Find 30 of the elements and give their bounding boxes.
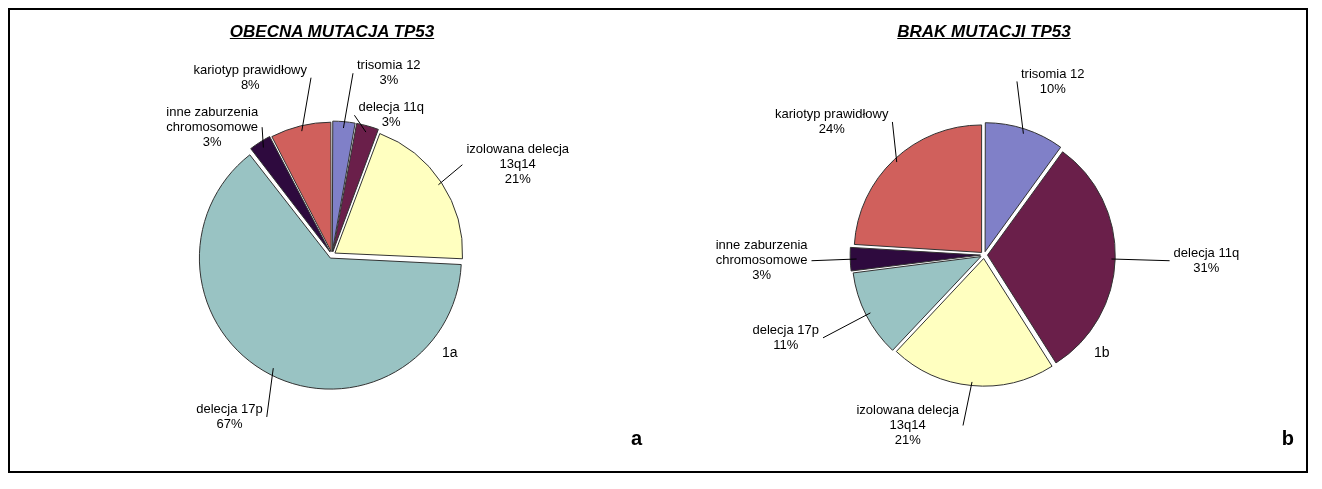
data-label: 3% <box>202 133 223 149</box>
data-label: 3% <box>752 267 772 283</box>
data-label: 67% <box>216 416 243 432</box>
data-label: 3% <box>381 114 402 130</box>
slice-label: inne zaburzenia chromosomowe <box>166 103 259 134</box>
slice-label: kariotyp prawidłowy <box>774 106 889 122</box>
chart-title: OBECNA MUTACJA TP53 <box>228 21 436 43</box>
slice-label: izolowana delecja 13q14 <box>856 402 960 433</box>
slice-label: trisomia 12 <box>1020 65 1085 81</box>
slice-label: delecja 11q <box>1173 244 1240 260</box>
slice-label: delecja 17p <box>196 401 263 417</box>
text: a <box>630 427 642 450</box>
data-label: 10% <box>1039 80 1067 96</box>
slice-label: izolowana delecja 13q14 <box>466 141 570 172</box>
data-label: 8% <box>240 76 261 92</box>
slice-label: delecja 11q <box>358 99 424 115</box>
text: 1b <box>1094 344 1110 360</box>
data-label: 31% <box>1193 259 1220 275</box>
slice-label: delecja 17p <box>752 321 819 337</box>
data-label: 21% <box>504 171 532 187</box>
data-label: 3% <box>379 72 399 88</box>
chart-title: BRAK MUTACJI TP53 <box>896 21 1072 43</box>
data-label: 21% <box>894 432 922 448</box>
text: b <box>1281 427 1294 450</box>
slice-label: trisomia 12 <box>357 57 421 73</box>
data-label: 24% <box>818 121 846 137</box>
text: 1a <box>442 344 458 360</box>
data-label: 11% <box>773 336 799 352</box>
slice-label: kariotyp prawidłowy <box>193 61 308 77</box>
slice-label: inne zaburzenia chromosomowe <box>715 237 809 268</box>
